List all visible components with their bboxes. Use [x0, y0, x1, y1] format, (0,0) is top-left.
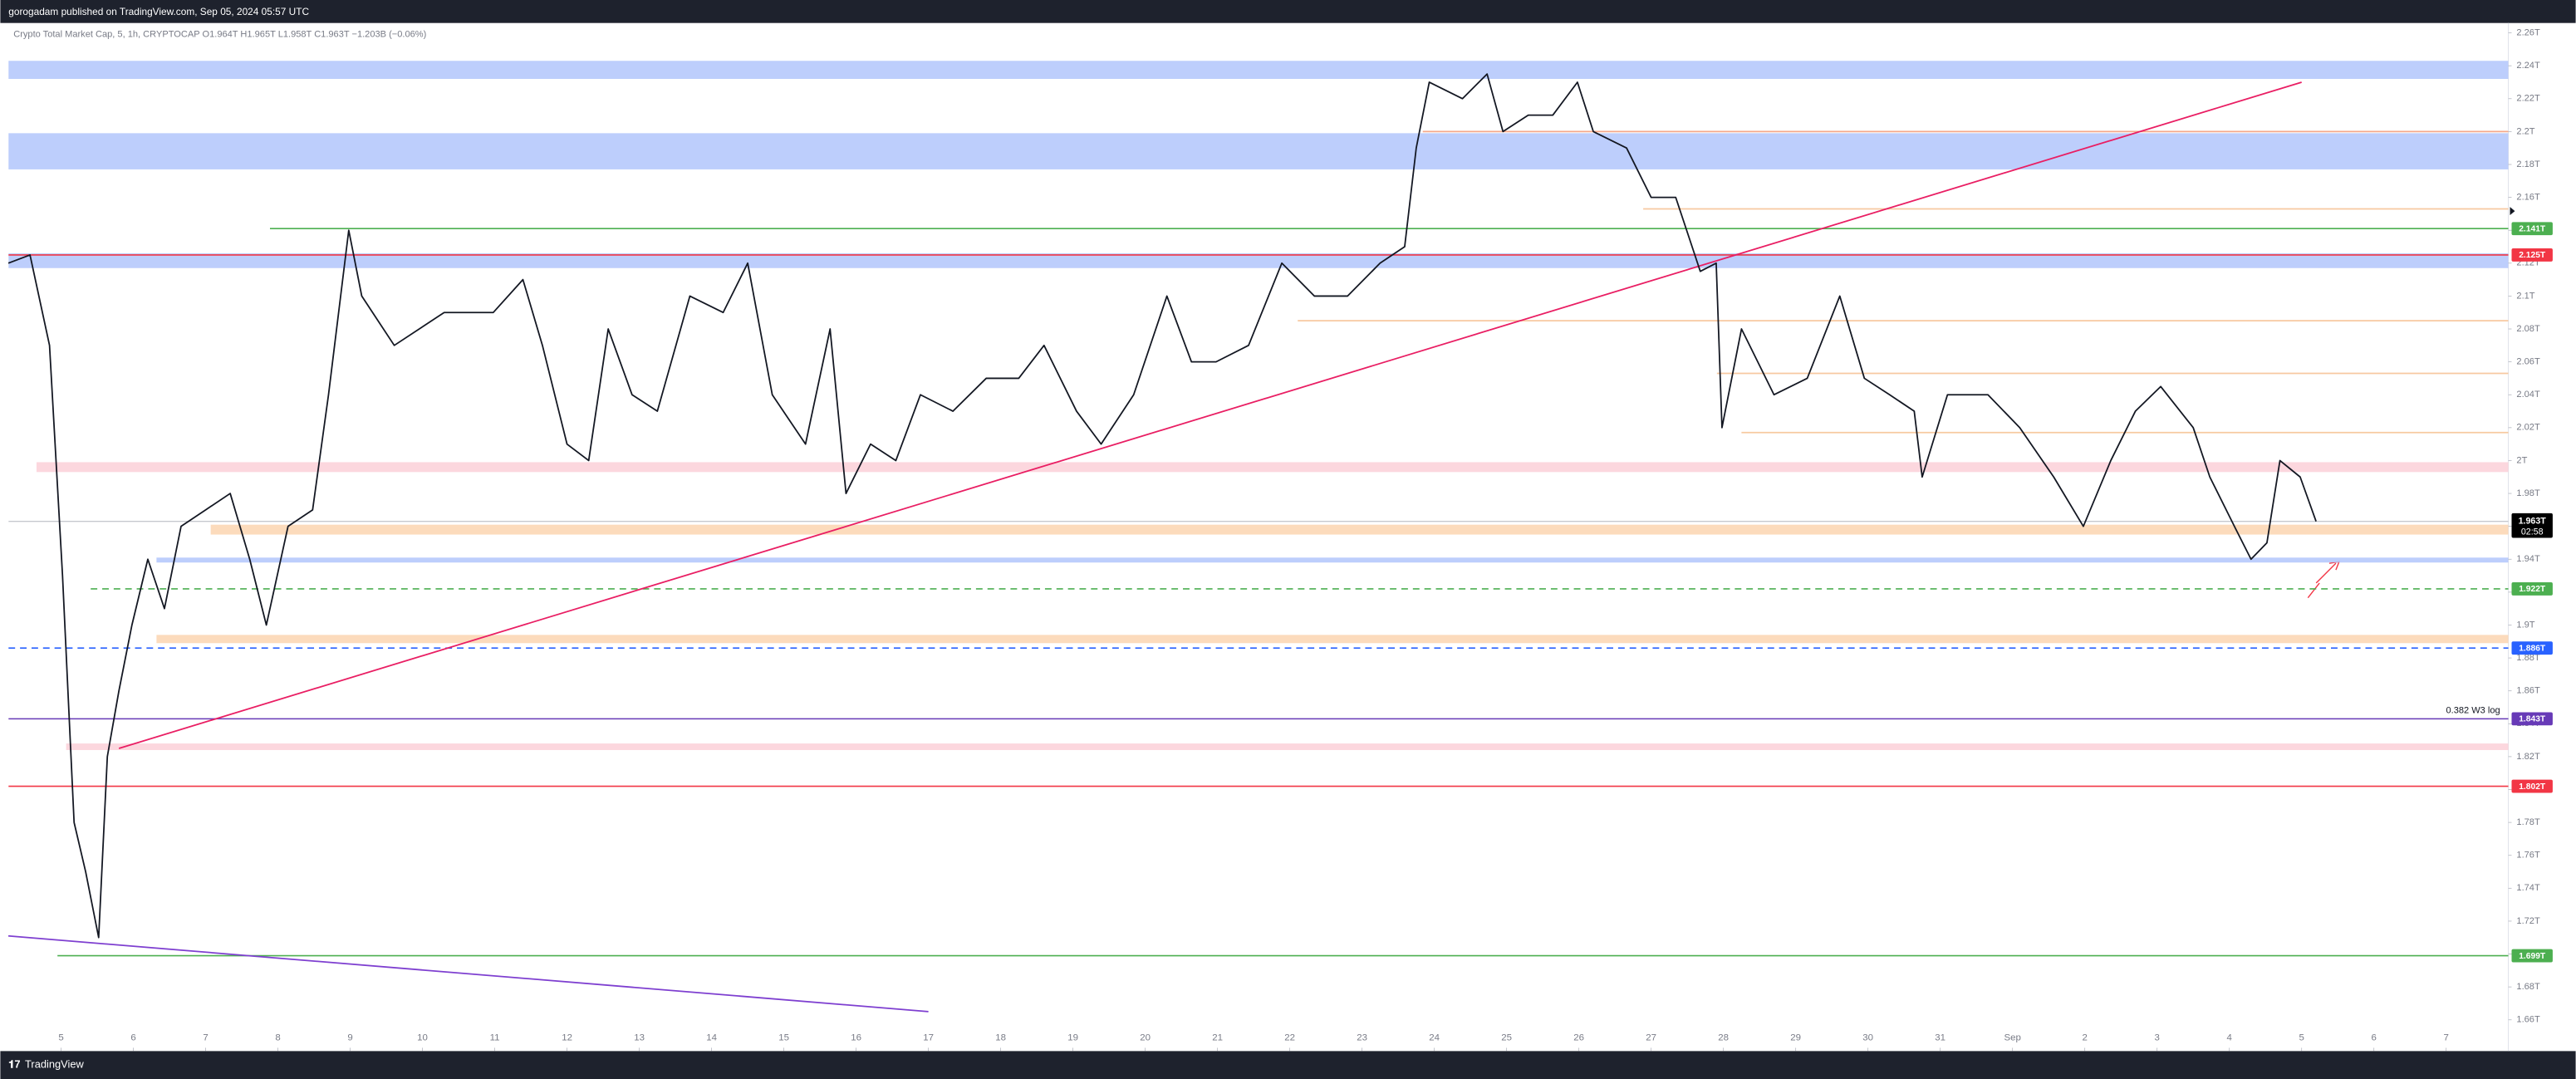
price-zone — [156, 557, 2509, 563]
y-tick-label: 1.78T — [2516, 817, 2540, 827]
x-tick-label: 4 — [2227, 1033, 2233, 1043]
header-text: gorogadam published on TradingView.com, … — [8, 6, 309, 17]
price-tag-label: 1.699T — [2519, 952, 2546, 961]
y-tick-label: 1.76T — [2516, 851, 2540, 861]
y-tick-label: 1.68T — [2516, 982, 2540, 992]
x-tick-label: 31 — [1935, 1033, 1945, 1043]
x-tick-label: 3 — [2155, 1033, 2160, 1043]
top-bar — [0, 0, 2576, 23]
x-tick-label: 26 — [1573, 1033, 1584, 1043]
trend-line — [7, 934, 929, 1013]
y-tick-label: 2.22T — [2516, 94, 2540, 104]
price-tag — [2511, 222, 2553, 236]
x-tick-label: 23 — [1357, 1033, 1367, 1043]
x-tick-label: 7 — [2444, 1033, 2449, 1043]
y-tick-label: 1.94T — [2516, 554, 2540, 564]
x-tick-label: 12 — [562, 1033, 572, 1043]
price-zone — [8, 61, 2509, 80]
price-tag-label: 1.802T — [2519, 782, 2546, 792]
price-zone — [210, 524, 2509, 535]
y-tick-label: 2.16T — [2516, 193, 2540, 203]
y-tick-label: 2.08T — [2516, 324, 2540, 334]
x-tick-label: 11 — [490, 1033, 500, 1043]
x-tick-label: 6 — [2372, 1033, 2377, 1043]
price-tag-label: 1.886T — [2519, 645, 2546, 654]
x-tick-label: 14 — [706, 1033, 717, 1043]
trend-line — [118, 81, 2302, 749]
y-tick-label: 1.9T — [2516, 620, 2534, 630]
y-tick-label: 1.72T — [2516, 916, 2540, 926]
x-tick-label: 7 — [203, 1033, 208, 1043]
footer-brand: TradingView — [25, 1058, 84, 1071]
x-tick-label: 5 — [2299, 1033, 2304, 1043]
y-tick-label: 1.66T — [2516, 1015, 2540, 1025]
x-tick-label: 17 — [923, 1033, 934, 1043]
x-tick-label: 2 — [2082, 1033, 2087, 1043]
price-tag — [2511, 248, 2553, 262]
price-zone — [36, 462, 2509, 473]
tv-logo: 𝟏7 — [8, 1058, 20, 1071]
x-tick-label: 8 — [275, 1033, 280, 1043]
x-tick-label: 9 — [347, 1033, 352, 1043]
price-zone — [156, 635, 2509, 644]
x-tick-label: 15 — [778, 1033, 789, 1043]
x-tick-label: 13 — [634, 1033, 645, 1043]
last-price-label: 1.963T — [2519, 517, 2547, 527]
y-tick-label: 2.2T — [2516, 126, 2534, 136]
arrow-drawing — [2307, 561, 2340, 599]
y-tick-label: 1.88T — [2516, 653, 2540, 663]
x-tick-label: 18 — [995, 1033, 1006, 1043]
y-tick-label: 1.86T — [2516, 686, 2540, 696]
y-tick-label: 1.82T — [2516, 752, 2540, 762]
legend: Crypto Total Market Cap, 5, 1h, CRYPTOCA… — [13, 29, 426, 39]
price-tag — [2511, 779, 2553, 793]
y-tick-label: 2T — [2516, 455, 2527, 465]
bottom-bar — [0, 1051, 2576, 1079]
x-tick-label: 21 — [1212, 1033, 1223, 1043]
countdown-label: 02:58 — [2521, 527, 2544, 537]
x-tick-label: Sep — [2004, 1033, 2020, 1043]
y-tick-label: 2.1T — [2516, 291, 2534, 301]
price-tag — [2511, 712, 2553, 726]
x-tick-label: 24 — [1429, 1033, 1440, 1043]
price-zone — [66, 743, 2509, 750]
x-tick-label: 30 — [1862, 1033, 1873, 1043]
last-price-tag — [2511, 513, 2553, 538]
price-tag — [2511, 582, 2553, 596]
x-tick-label: 6 — [130, 1033, 135, 1043]
price-tag-label: 1.843T — [2519, 715, 2546, 724]
price-line — [7, 73, 2317, 939]
y-tick-label: 2.24T — [2516, 61, 2540, 71]
y-tick-label: 1.98T — [2516, 488, 2540, 498]
level-note: 0.382 W3 log — [2446, 705, 2500, 715]
price-tag-label: 2.125T — [2519, 251, 2546, 260]
scroll-marker — [2510, 207, 2515, 216]
x-tick-label: 5 — [58, 1033, 63, 1043]
y-tick-label: 1.74T — [2516, 883, 2540, 893]
x-tick-label: 28 — [1718, 1033, 1729, 1043]
x-tick-label: 25 — [1501, 1033, 1512, 1043]
price-tag-label: 2.141T — [2519, 225, 2546, 234]
price-tag — [2511, 949, 2553, 963]
x-tick-label: 22 — [1284, 1033, 1295, 1043]
y-tick-label: 2.18T — [2516, 159, 2540, 169]
y-tick-label: 2.26T — [2516, 27, 2540, 37]
x-tick-label: 27 — [1646, 1033, 1656, 1043]
price-tag — [2511, 641, 2553, 655]
y-tick-label: 2.02T — [2516, 423, 2540, 433]
x-tick-label: 19 — [1067, 1033, 1078, 1043]
x-tick-label: 20 — [1140, 1033, 1151, 1043]
x-tick-label: 16 — [851, 1033, 861, 1043]
y-tick-label: 2.04T — [2516, 390, 2540, 400]
y-tick-label: 2.06T — [2516, 357, 2540, 367]
x-tick-label: 29 — [1790, 1033, 1801, 1043]
price-zone — [8, 133, 2509, 169]
x-tick-label: 10 — [417, 1033, 428, 1043]
price-zone — [8, 253, 2509, 268]
price-tag-label: 1.922T — [2519, 585, 2546, 594]
